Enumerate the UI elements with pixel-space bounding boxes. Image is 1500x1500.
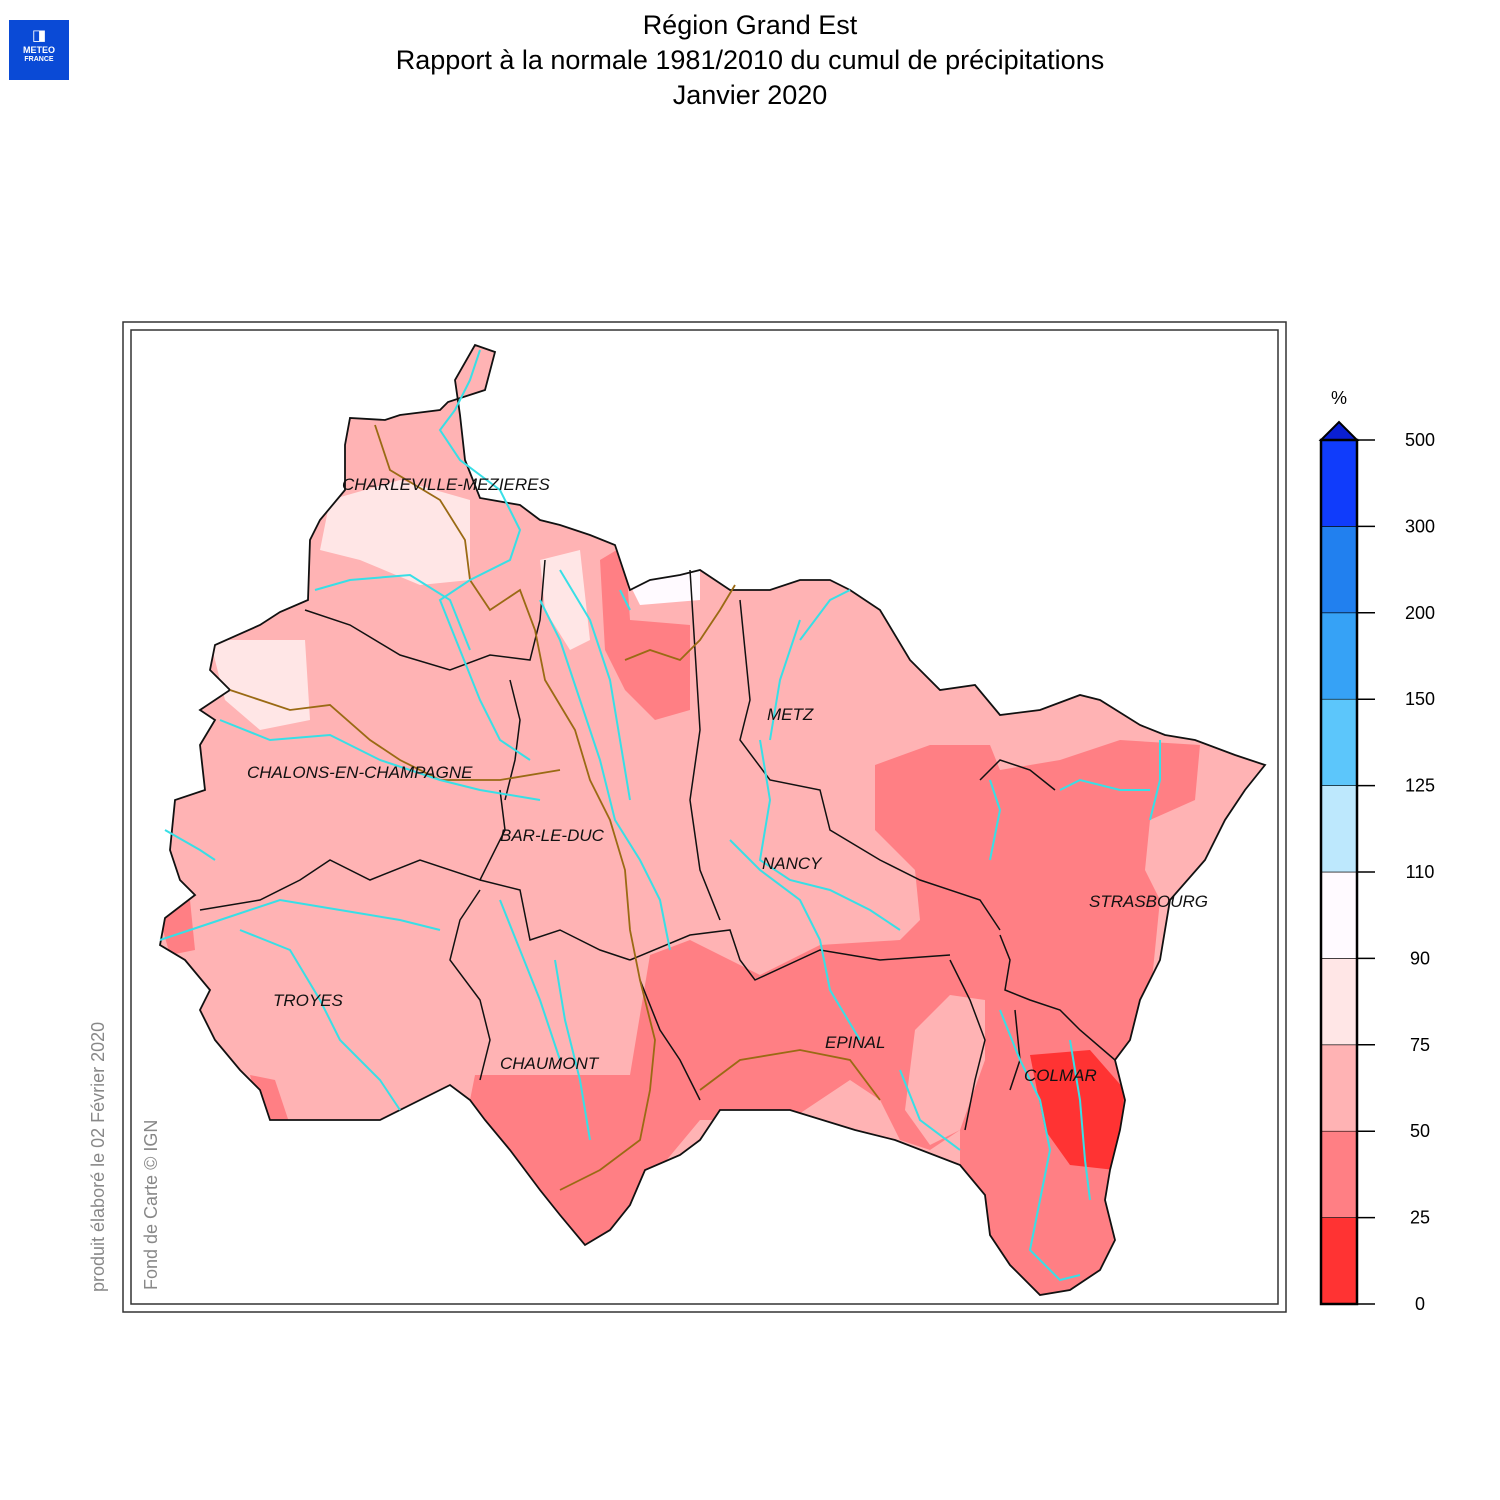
map-title: Région Grand Est Rapport à la normale 19… (0, 8, 1500, 113)
legend-tick-label: 200 (1405, 603, 1435, 623)
meteo-france-logo-icon: ◨ (31, 26, 47, 44)
legend-band (1320, 785, 1358, 873)
title-line-3: Janvier 2020 (672, 80, 828, 110)
legend-tick-label: 500 (1405, 430, 1435, 450)
legend-overflow-arrow (1318, 420, 1360, 441)
basemap-credit: Fond de Carte © IGN (141, 1119, 161, 1290)
legend-band (1320, 1130, 1358, 1218)
city-label: EPINAL (825, 1033, 885, 1052)
legend-tick-label: 110 (1406, 862, 1435, 882)
legend-band (1320, 612, 1358, 700)
title-line-1: Région Grand Est (642, 10, 858, 40)
city-label: CHALONS-EN-CHAMPAGNE (247, 763, 473, 782)
legend-tick-label: 25 (1410, 1208, 1430, 1228)
legend-band (1320, 1217, 1358, 1305)
legend-band (1320, 526, 1358, 614)
logo-line-2: FRANCE (24, 56, 54, 63)
city-label: CHARLEVILLE-MEZIERES (342, 475, 550, 494)
legend-tick-label: 150 (1405, 689, 1435, 709)
city-label: TROYES (273, 991, 344, 1010)
city-label: STRASBOURG (1089, 892, 1208, 911)
city-label: CHAUMONT (500, 1054, 600, 1073)
legend-band (1320, 1044, 1358, 1132)
color-legend: % 0 25 50 75 90 110 125 150 200 300 500 (1318, 388, 1435, 1314)
historic-border (374, 424, 656, 1191)
legend-tick-label: 0 (1415, 1294, 1425, 1314)
legend-tick-label: 300 (1405, 516, 1435, 536)
legend-band (1320, 871, 1358, 959)
legend-band (1320, 439, 1358, 527)
production-date-note: produit élaboré le 02 Février 2020 (88, 1021, 108, 1292)
region-outline (159, 343, 1267, 1296)
legend-tick-label: 50 (1410, 1121, 1430, 1141)
legend-band (1320, 958, 1358, 1046)
legend-band (1320, 698, 1358, 786)
city-label: METZ (767, 705, 814, 724)
meteo-france-logo: ◨ METEO FRANCE (9, 20, 69, 80)
legend-tick-label: 75 (1410, 1035, 1430, 1055)
city-label: NANCY (762, 854, 823, 873)
city-label: COLMAR (1024, 1066, 1097, 1085)
department-boundaries (199, 559, 1116, 1131)
legend-tick-label: 125 (1405, 776, 1435, 796)
city-label: BAR-LE-DUC (500, 826, 605, 845)
legend-unit: % (1331, 388, 1347, 408)
logo-line-1: METEO (22, 45, 55, 55)
rivers (159, 349, 1161, 1282)
legend-tick-label: 90 (1410, 948, 1430, 968)
title-line-2: Rapport à la normale 1981/2010 du cumul … (395, 45, 1105, 75)
